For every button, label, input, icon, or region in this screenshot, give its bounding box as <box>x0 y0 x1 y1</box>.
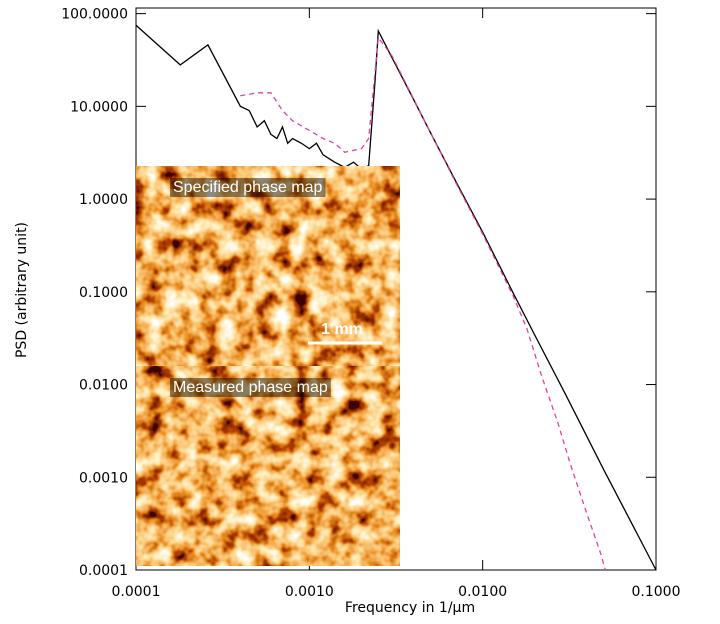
phase-map-image <box>136 366 400 566</box>
y-tick-label: 0.0001 <box>79 563 128 579</box>
series-line <box>240 35 606 571</box>
inset-label-background <box>170 378 331 397</box>
inset-label: Measured phase map <box>173 379 328 396</box>
y-tick-label: 0.1000 <box>79 285 128 301</box>
y-tick-label: 0.0100 <box>79 378 128 394</box>
y-tick-label: 1.0000 <box>79 192 128 208</box>
y-tick-label: 10.0000 <box>70 99 128 115</box>
series-line <box>135 24 657 571</box>
x-tick-label: 0.0100 <box>458 584 507 600</box>
y-tick-label: 0.0010 <box>79 470 128 486</box>
x-tick-label: 0.0001 <box>112 584 161 600</box>
inset-label: Specified phase map <box>173 179 323 196</box>
y-axis-label: PSD (arbitrary unit) <box>14 222 30 358</box>
phase-map-image <box>136 166 400 366</box>
x-axis-label: Frequency in 1/μm <box>345 600 475 616</box>
scale-bar-label: 1 mm <box>321 321 363 338</box>
y-tick-label: 100.0000 <box>61 7 128 23</box>
x-tick-label: 0.1000 <box>632 584 681 600</box>
inset-label-background <box>170 178 326 197</box>
x-tick-label: 0.0010 <box>285 584 334 600</box>
